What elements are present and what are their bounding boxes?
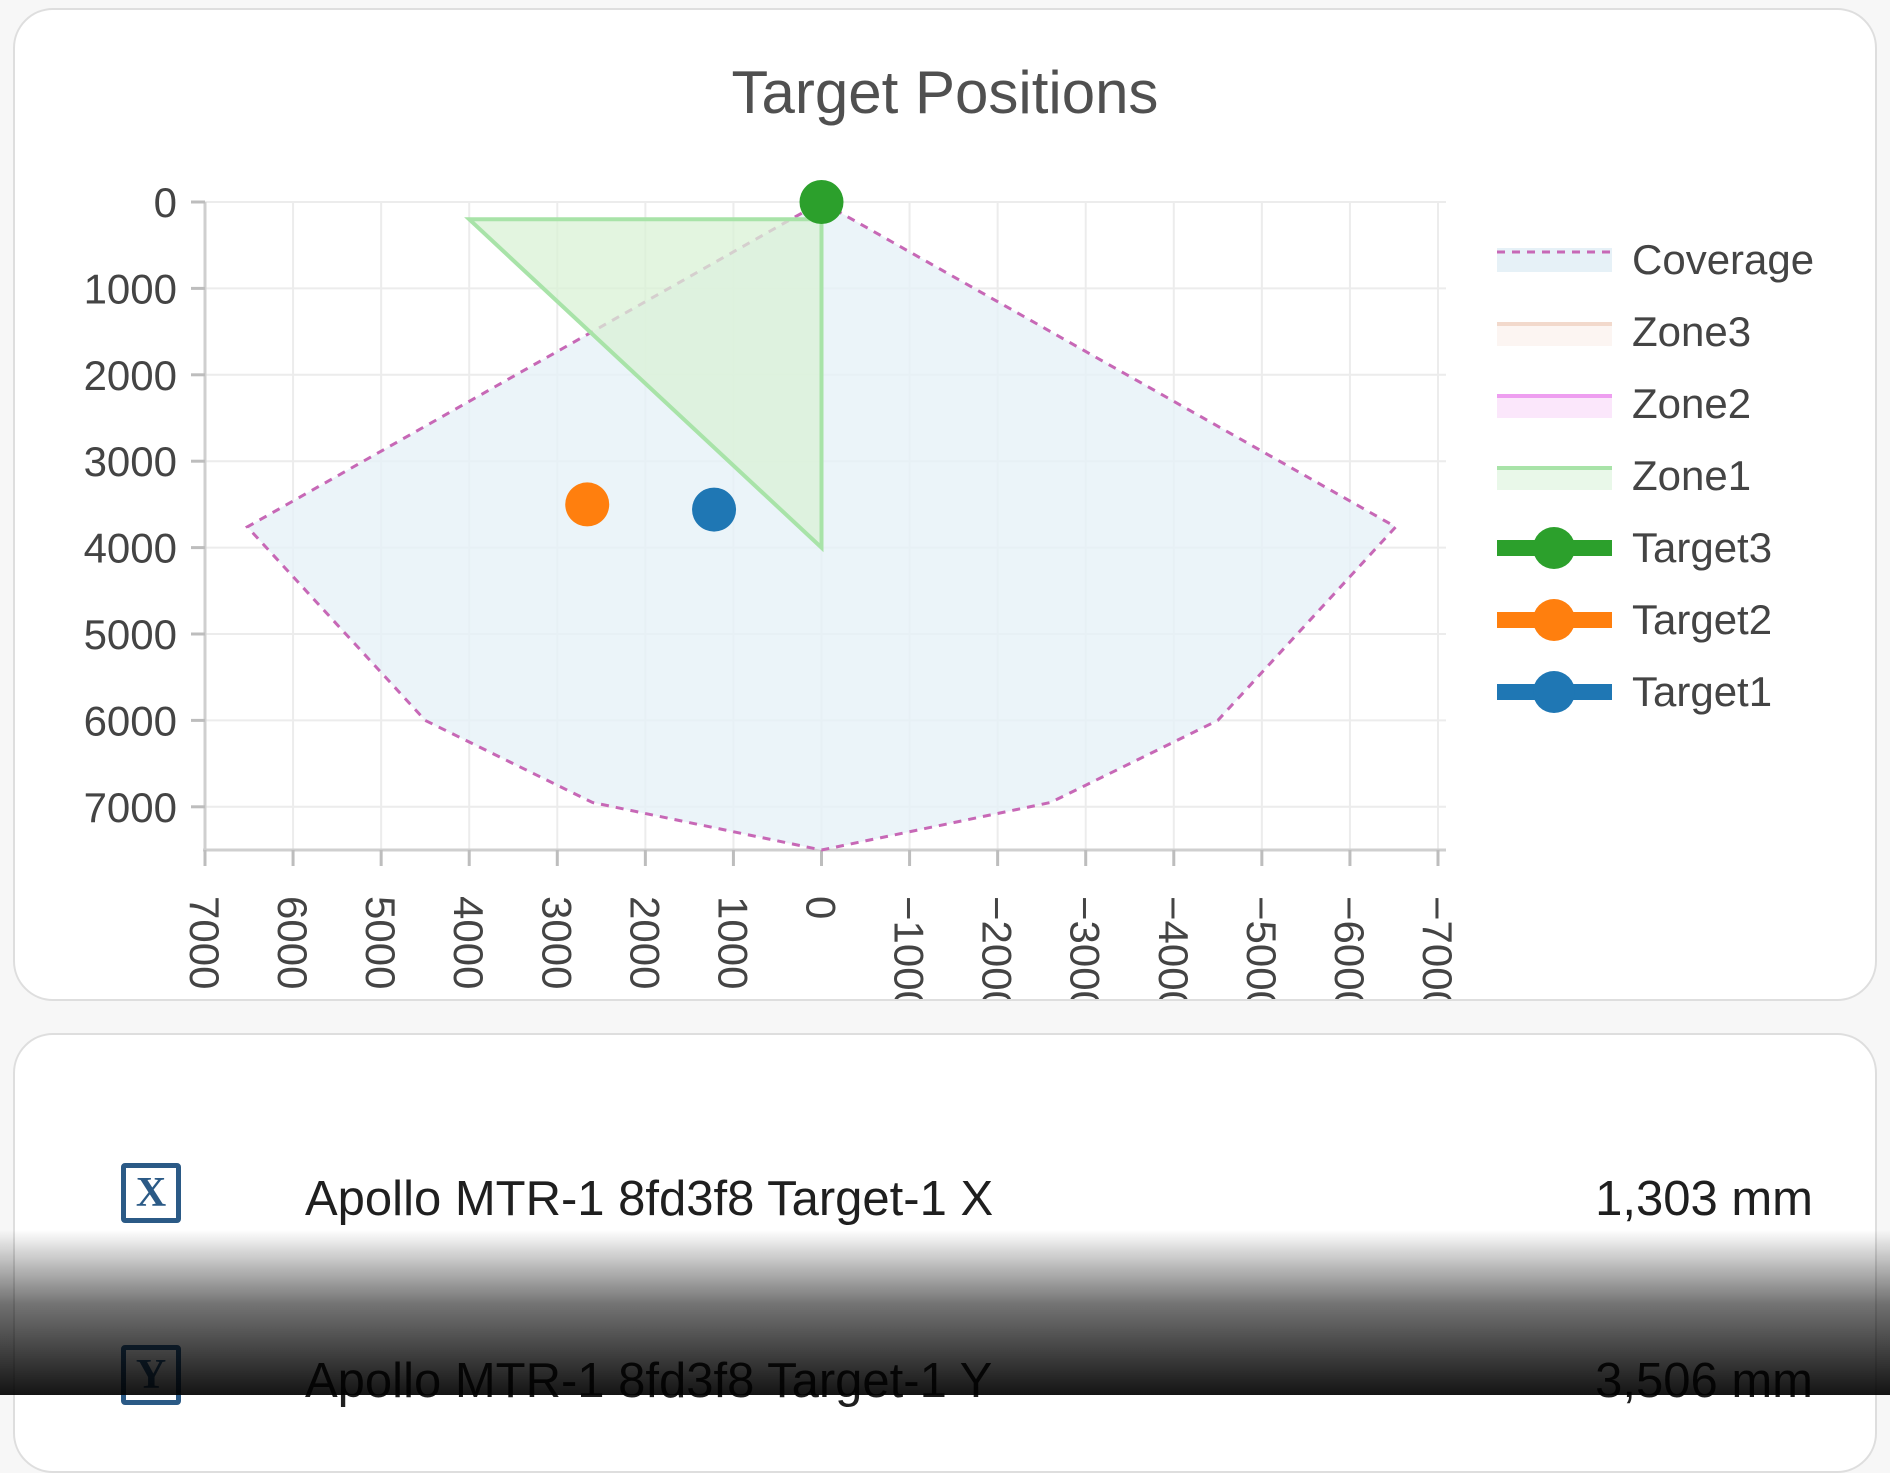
target3-marker xyxy=(799,180,844,224)
target1-marker xyxy=(692,487,737,532)
x-tick-label: −7000 xyxy=(1414,896,1461,1000)
x-tick-label: 1000 xyxy=(709,896,756,989)
x-tick-label: −4000 xyxy=(1150,896,1197,1000)
y-tick-label: 3000 xyxy=(84,438,177,485)
legend-label[interactable]: Zone2 xyxy=(1632,380,1751,427)
legend-label[interactable]: Target1 xyxy=(1632,668,1772,715)
y-tick-label: 6000 xyxy=(84,697,177,744)
x-tick-label: −5000 xyxy=(1238,896,1285,1000)
legend-swatch-marker xyxy=(1533,599,1575,641)
x-tick-label: 2000 xyxy=(621,896,668,989)
entities-card: X Apollo MTR-1 8fd3f8 Target-1 X 1,303 m… xyxy=(13,1033,1877,1473)
x-tick-label: −2000 xyxy=(974,896,1021,1000)
x-tick-label: −1000 xyxy=(886,896,933,1000)
target-positions-chart[interactable]: 0 1000 2000 3000 4000 5000 6000 7000 7000 6000 500… xyxy=(15,10,1875,1000)
y-tick-label: 1000 xyxy=(84,265,177,312)
x-tick-label: 0 xyxy=(798,896,845,919)
entity-row-y[interactable]: Y Apollo MTR-1 8fd3f8 Target-1 Y 3,506 m… xyxy=(15,1325,1875,1435)
x-tick-label: −6000 xyxy=(1326,896,1373,1000)
legend-label[interactable]: Zone1 xyxy=(1632,452,1751,499)
legend-swatch-marker xyxy=(1533,527,1575,569)
x-tick-label: 6000 xyxy=(269,896,316,989)
entity-value: 3,506 mm xyxy=(1595,1354,1813,1408)
entity-name[interactable]: Apollo MTR-1 8fd3f8 Target-1 X xyxy=(305,1172,994,1226)
y-tick-label: 7000 xyxy=(84,784,177,831)
y-tick-label: 2000 xyxy=(84,352,177,399)
entity-name[interactable]: Apollo MTR-1 8fd3f8 Target-1 Y xyxy=(305,1354,993,1408)
legend-swatch-marker xyxy=(1533,671,1575,713)
legend-label[interactable]: Target3 xyxy=(1632,524,1772,571)
x-tick-label: 7000 xyxy=(181,896,228,989)
target2-marker xyxy=(565,482,610,527)
zone1-area xyxy=(464,217,824,553)
x-tick-label: 3000 xyxy=(533,896,580,989)
chart-card: Target Positions 0 1000 2000 3000 4000 5000 60… xyxy=(13,8,1877,1001)
y-tick-label: 0 xyxy=(154,179,177,226)
entity-value: 1,303 mm xyxy=(1595,1172,1813,1226)
entity-row-x[interactable]: X Apollo MTR-1 8fd3f8 Target-1 X 1,303 m… xyxy=(15,1143,1875,1253)
y-tick-label: 5000 xyxy=(84,611,177,658)
x-tick-label: −3000 xyxy=(1062,896,1109,1000)
legend-label[interactable]: Coverage xyxy=(1632,236,1814,283)
x-axis-icon: X xyxy=(121,1163,181,1223)
x-tick-label: 5000 xyxy=(357,896,404,989)
y-axis-icon: Y xyxy=(121,1345,181,1405)
legend-label[interactable]: Zone3 xyxy=(1632,308,1751,355)
chart-title: Target Positions xyxy=(731,59,1159,126)
legend-label[interactable]: Target2 xyxy=(1632,596,1772,643)
x-tick-label: 4000 xyxy=(445,896,492,989)
y-tick-label: 4000 xyxy=(84,525,177,572)
